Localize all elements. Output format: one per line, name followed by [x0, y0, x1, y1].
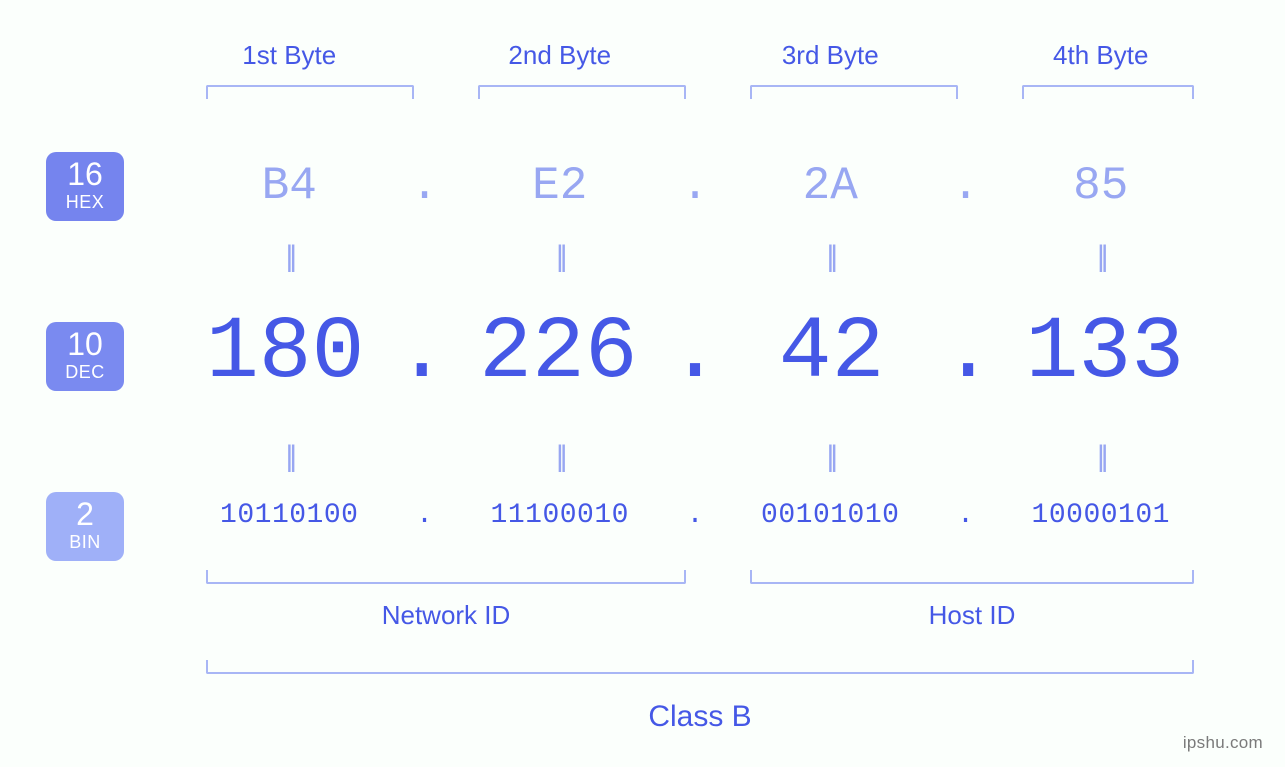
equals: ||	[446, 240, 675, 274]
class-bracket	[206, 660, 1194, 674]
byte-bracket-2	[478, 85, 686, 99]
dot: .	[404, 160, 446, 212]
ip-grid: 1st Byte 2nd Byte 3rd Byte 4th Byte B4 .…	[175, 0, 1215, 767]
equals: ||	[987, 240, 1216, 274]
equals: ||	[446, 440, 675, 474]
dot: .	[945, 160, 987, 212]
byte-header-3: 3rd Byte	[716, 40, 945, 71]
dec-row: 180 . 226 . 42 . 133	[175, 310, 1215, 398]
dot: .	[945, 500, 987, 531]
equals-row-2: || || || ||	[175, 440, 1215, 474]
badge-bin-num: 2	[46, 498, 124, 532]
host-id-label: Host ID	[750, 600, 1194, 631]
badge-bin-label: BIN	[46, 532, 124, 553]
dec-byte-2: 226	[448, 310, 668, 398]
dot: .	[674, 160, 716, 212]
badge-dec-label: DEC	[46, 362, 124, 383]
equals-row-1: || || || ||	[175, 240, 1215, 274]
hex-row: B4 . E2 . 2A . 85	[175, 160, 1215, 212]
byte-header-4: 4th Byte	[987, 40, 1216, 71]
byte-header-2: 2nd Byte	[446, 40, 675, 71]
equals: ||	[987, 440, 1216, 474]
badge-hex-label: HEX	[46, 192, 124, 213]
byte-bracket-3	[750, 85, 958, 99]
bin-byte-2: 11100010	[446, 500, 675, 531]
network-id-bracket	[206, 570, 686, 584]
hex-byte-3: 2A	[716, 160, 945, 212]
hex-byte-2: E2	[446, 160, 675, 212]
dec-byte-3: 42	[721, 310, 941, 398]
hex-byte-4: 85	[987, 160, 1216, 212]
byte-bracket-4	[1022, 85, 1194, 99]
dot: .	[669, 310, 722, 398]
dot: .	[942, 310, 995, 398]
dec-byte-4: 133	[995, 310, 1215, 398]
dot: .	[395, 310, 448, 398]
hex-byte-1: B4	[175, 160, 404, 212]
badge-dec-num: 10	[46, 328, 124, 362]
badge-hex: 16 HEX	[46, 152, 124, 221]
byte-header-row: 1st Byte 2nd Byte 3rd Byte 4th Byte	[175, 40, 1215, 71]
byte-bracket-1	[206, 85, 414, 99]
equals: ||	[175, 440, 404, 474]
bin-byte-3: 00101010	[716, 500, 945, 531]
network-id-label: Network ID	[206, 600, 686, 631]
equals: ||	[716, 240, 945, 274]
bin-row: 10110100 . 11100010 . 00101010 . 1000010…	[175, 500, 1215, 531]
badge-hex-num: 16	[46, 158, 124, 192]
host-id-bracket	[750, 570, 1194, 584]
equals: ||	[716, 440, 945, 474]
equals: ||	[175, 240, 404, 274]
bin-byte-1: 10110100	[175, 500, 404, 531]
dec-byte-1: 180	[175, 310, 395, 398]
dot: .	[674, 500, 716, 531]
byte-header-1: 1st Byte	[175, 40, 404, 71]
dot: .	[404, 500, 446, 531]
badge-dec: 10 DEC	[46, 322, 124, 391]
badge-bin: 2 BIN	[46, 492, 124, 561]
watermark: ipshu.com	[1183, 733, 1263, 753]
bin-byte-4: 10000101	[987, 500, 1216, 531]
class-label: Class B	[206, 700, 1194, 734]
